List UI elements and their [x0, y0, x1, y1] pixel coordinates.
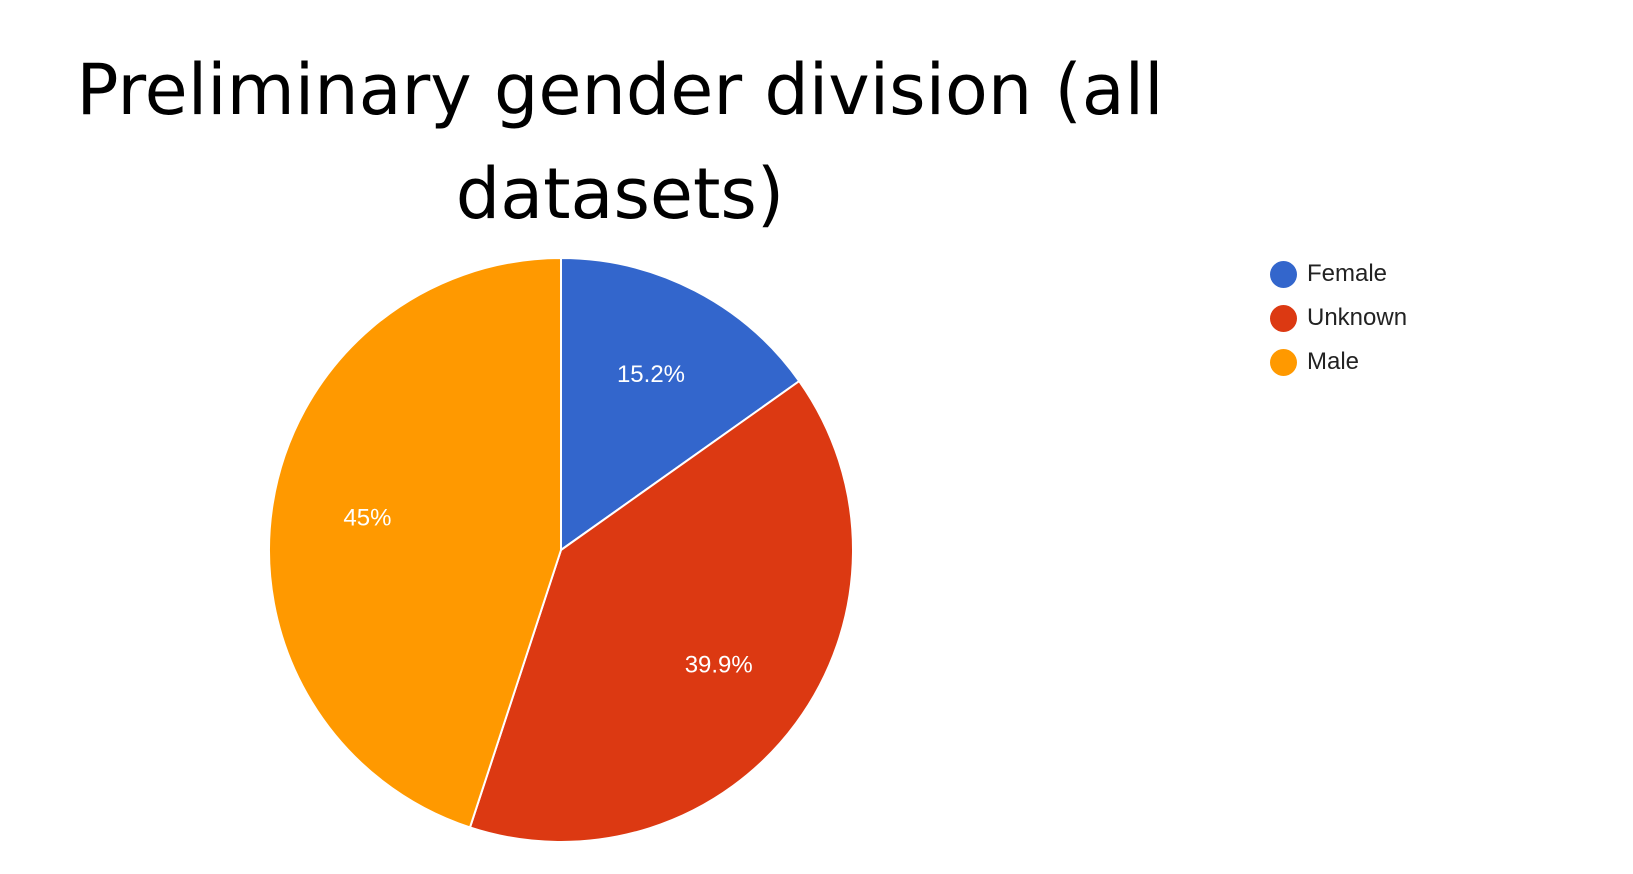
legend-label-unknown: Unknown [1307, 304, 1408, 331]
legend-swatch-male [1270, 348, 1297, 376]
pie-slice-male[interactable] [268, 256, 562, 829]
pie-slice-unknown[interactable] [468, 379, 854, 843]
legend-label-female: Female [1307, 260, 1388, 287]
legend-swatch-unknown [1270, 304, 1297, 332]
legend-item-unknown[interactable]: Unknown [1270, 296, 1407, 340]
chart-title: Preliminary gender division (all dataset… [76, 49, 1164, 235]
legend-swatch-female [1270, 260, 1297, 288]
slice-label-female: 15.2% [617, 361, 685, 388]
slice-label-male: 45% [343, 504, 391, 531]
legend-item-male[interactable]: Male [1270, 340, 1407, 384]
legend-item-female[interactable]: Female [1270, 252, 1407, 296]
legend: Female Unknown Male [1270, 252, 1407, 384]
legend-label-male: Male [1307, 348, 1360, 375]
pie-slice-female[interactable] [560, 256, 801, 552]
slice-label-unknown: 39.9% [685, 652, 753, 679]
